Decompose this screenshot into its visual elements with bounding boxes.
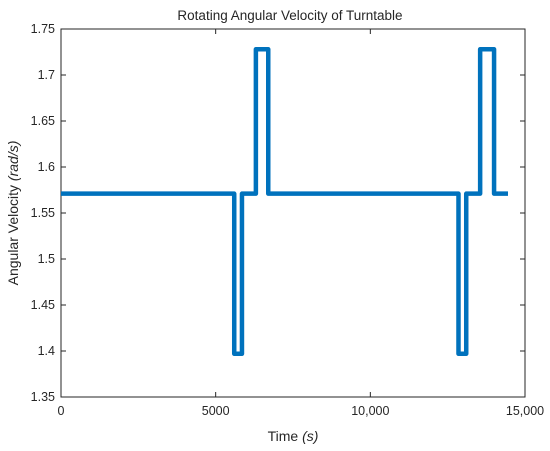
x-tick-label: 5000 <box>202 404 230 418</box>
series-line <box>61 46 508 357</box>
series-layer <box>61 46 508 357</box>
x-tick-label: 15,000 <box>506 404 544 418</box>
y-tick-label: 1.45 <box>31 298 55 312</box>
x-axis-title: Time (s) <box>268 428 319 444</box>
x-tick-label: 10,000 <box>351 404 389 418</box>
chart-title: Rotating Angular Velocity of Turntable <box>177 8 402 23</box>
y-tick-label: 1.6 <box>38 160 55 174</box>
x-axis-title-text: Time <box>268 428 302 444</box>
y-tick-label: 1.4 <box>38 344 55 358</box>
y-tick-label: 1.55 <box>31 206 55 220</box>
x-tick-label: 0 <box>58 404 65 418</box>
y-axis: 1.35 1.4 1.45 1.5 1.55 1.6 1.65 1.7 1.75 <box>31 22 525 404</box>
x-axis-title-unit: (s) <box>302 428 318 444</box>
y-tick-label: 1.35 <box>31 390 55 404</box>
y-axis-title-text: Angular Velocity <box>5 181 21 285</box>
x-axis: 0 5000 10,000 15,000 <box>58 29 544 418</box>
y-axis-title: Angular Velocity (rad/s) <box>5 141 21 286</box>
y-tick-label: 1.65 <box>31 114 55 128</box>
y-axis-title-unit: (rad/s) <box>5 141 21 181</box>
y-tick-label: 1.5 <box>38 252 55 266</box>
y-tick-label: 1.7 <box>38 68 55 82</box>
plot-area <box>60 28 526 398</box>
y-tick-label: 1.75 <box>31 22 55 36</box>
